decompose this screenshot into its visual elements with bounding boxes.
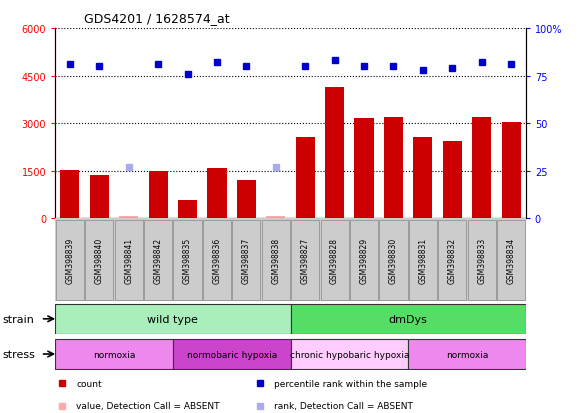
FancyBboxPatch shape xyxy=(497,221,525,300)
FancyBboxPatch shape xyxy=(144,221,172,300)
Text: rank, Detection Call = ABSENT: rank, Detection Call = ABSENT xyxy=(274,401,413,410)
Text: GSM398837: GSM398837 xyxy=(242,237,251,283)
FancyBboxPatch shape xyxy=(173,339,290,369)
FancyBboxPatch shape xyxy=(290,304,526,334)
Text: value, Detection Call = ABSENT: value, Detection Call = ABSENT xyxy=(76,401,220,410)
Text: GSM398829: GSM398829 xyxy=(360,237,368,283)
Bar xyxy=(296,138,315,219)
Text: GSM398836: GSM398836 xyxy=(213,237,221,283)
FancyBboxPatch shape xyxy=(56,221,84,300)
FancyBboxPatch shape xyxy=(409,221,437,300)
Text: GSM398835: GSM398835 xyxy=(183,237,192,283)
Text: GSM398831: GSM398831 xyxy=(418,237,428,283)
Bar xyxy=(178,201,197,219)
Text: GSM398832: GSM398832 xyxy=(448,237,457,283)
Text: GDS4201 / 1628574_at: GDS4201 / 1628574_at xyxy=(84,12,230,25)
Bar xyxy=(149,171,168,219)
Bar xyxy=(472,118,492,219)
Bar xyxy=(384,118,403,219)
Text: GSM398828: GSM398828 xyxy=(330,237,339,283)
FancyBboxPatch shape xyxy=(291,221,320,300)
Text: wild type: wild type xyxy=(148,314,198,324)
FancyBboxPatch shape xyxy=(203,221,231,300)
Text: stress: stress xyxy=(3,349,36,359)
Bar xyxy=(237,181,256,219)
Bar xyxy=(501,122,521,219)
Text: GSM398841: GSM398841 xyxy=(124,237,133,283)
Text: normoxia: normoxia xyxy=(446,350,488,358)
FancyBboxPatch shape xyxy=(85,221,113,300)
Text: GSM398840: GSM398840 xyxy=(95,237,104,283)
Text: percentile rank within the sample: percentile rank within the sample xyxy=(274,379,427,388)
Bar xyxy=(89,175,109,219)
Text: chronic hypobaric hypoxia: chronic hypobaric hypoxia xyxy=(289,350,409,358)
Bar xyxy=(266,216,285,219)
FancyBboxPatch shape xyxy=(55,304,290,334)
Text: GSM398839: GSM398839 xyxy=(66,237,74,283)
FancyBboxPatch shape xyxy=(438,221,467,300)
Bar xyxy=(354,119,374,219)
FancyBboxPatch shape xyxy=(55,339,173,369)
FancyBboxPatch shape xyxy=(290,339,408,369)
Bar xyxy=(60,171,80,219)
FancyBboxPatch shape xyxy=(321,221,349,300)
FancyBboxPatch shape xyxy=(261,221,290,300)
Text: GSM398833: GSM398833 xyxy=(477,237,486,283)
Text: GSM398838: GSM398838 xyxy=(271,237,280,283)
Bar xyxy=(207,169,227,219)
Text: GSM398827: GSM398827 xyxy=(301,237,310,283)
Bar xyxy=(325,88,344,219)
Text: normoxia: normoxia xyxy=(93,350,135,358)
Text: GSM398830: GSM398830 xyxy=(389,237,398,283)
Text: GSM398834: GSM398834 xyxy=(507,237,515,283)
Text: strain: strain xyxy=(3,314,35,324)
Text: dmDys: dmDys xyxy=(389,314,428,324)
Bar xyxy=(119,216,138,219)
Text: count: count xyxy=(76,379,102,388)
Text: normobaric hypoxia: normobaric hypoxia xyxy=(187,350,277,358)
Bar xyxy=(413,138,432,219)
FancyBboxPatch shape xyxy=(408,339,526,369)
FancyBboxPatch shape xyxy=(379,221,407,300)
FancyBboxPatch shape xyxy=(350,221,378,300)
FancyBboxPatch shape xyxy=(232,221,260,300)
Text: GSM398842: GSM398842 xyxy=(153,237,163,283)
FancyBboxPatch shape xyxy=(174,221,202,300)
Bar xyxy=(443,141,462,219)
FancyBboxPatch shape xyxy=(114,221,143,300)
FancyBboxPatch shape xyxy=(468,221,496,300)
